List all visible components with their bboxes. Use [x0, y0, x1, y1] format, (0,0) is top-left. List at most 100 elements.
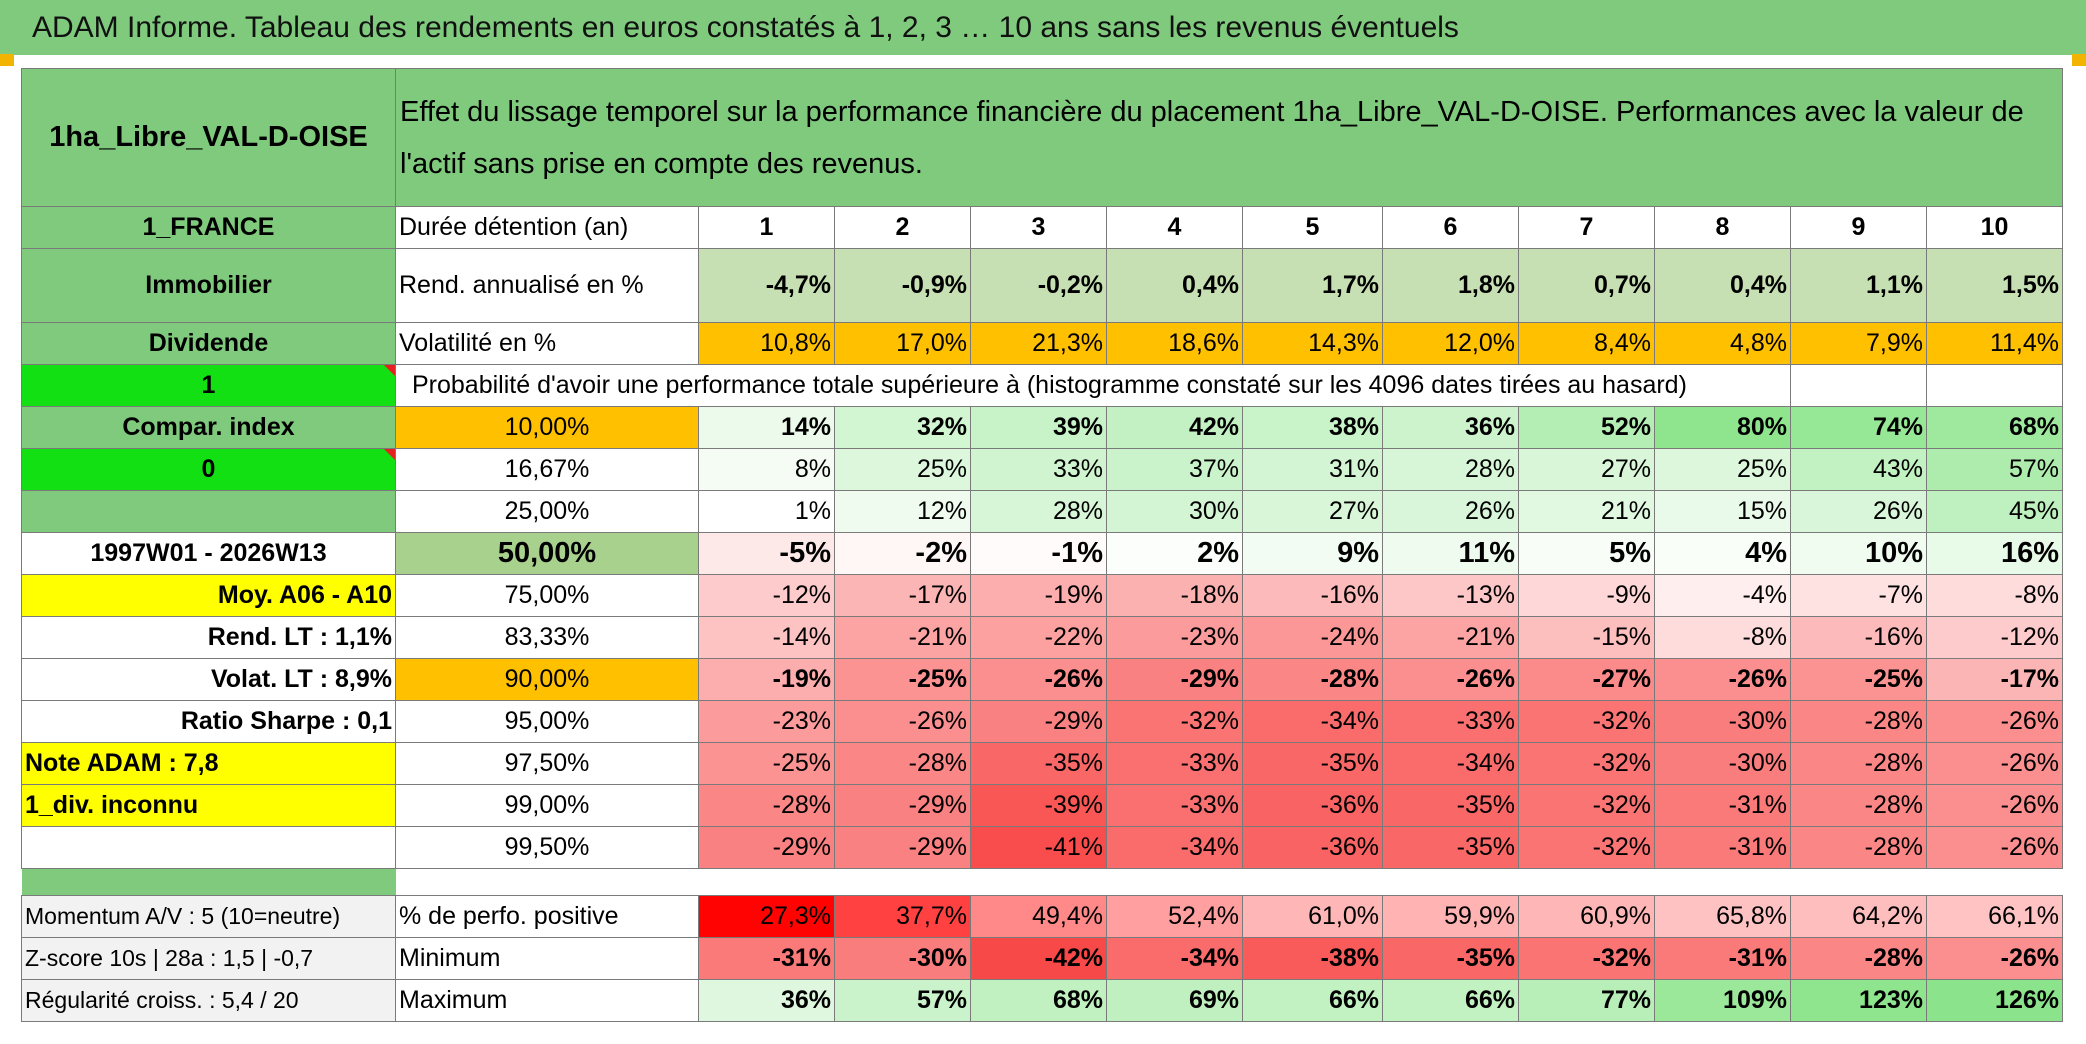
rend-cell: -0,9%: [834, 248, 971, 323]
quantile-cell: -7%: [1790, 574, 1927, 617]
quantile-cell: -28%: [1242, 658, 1383, 701]
quantile-cell: -13%: [1382, 574, 1519, 617]
quantile-cell: -9%: [1518, 574, 1655, 617]
quantile-cell: -26%: [1926, 742, 2063, 785]
quantile-label: 16,67%: [395, 448, 699, 491]
quantile-cell: -35%: [1382, 784, 1519, 827]
quantile-cell: -16%: [1790, 616, 1927, 659]
pct-pos-cell: 52,4%: [1106, 895, 1243, 938]
rend-cell: 1,5%: [1926, 248, 2063, 323]
empty-cell: [21, 826, 396, 869]
min-cell: -35%: [1382, 937, 1519, 980]
country-label: 1_FRANCE: [21, 206, 396, 249]
period-label: 1997W01 - 2026W13: [21, 532, 396, 575]
note-adam-label: Note ADAM : 7,8: [21, 742, 396, 785]
rend-cell: 0,4%: [1654, 248, 1791, 323]
max-cell: 68%: [970, 979, 1107, 1022]
quantile-cell: -32%: [1518, 742, 1655, 785]
quantile-label: 10,00%: [395, 406, 699, 449]
quantile-cell: 27%: [1242, 490, 1383, 533]
rend-cell: -4,7%: [698, 248, 835, 323]
quantile-cell: 16%: [1926, 532, 2063, 575]
min-cell: -38%: [1242, 937, 1383, 980]
quantile-cell: -19%: [970, 574, 1107, 617]
quantile-cell: -28%: [1790, 784, 1927, 827]
pct-pos-cell: 66,1%: [1926, 895, 2063, 938]
quantile-cell: -26%: [1926, 784, 2063, 827]
moy-label: Moy. A06 - A10: [21, 574, 396, 617]
separator-row: [396, 869, 2063, 896]
quantile-cell: 26%: [1790, 490, 1927, 533]
min-cell: -34%: [1106, 937, 1243, 980]
pct-pos-cell: 37,7%: [834, 895, 971, 938]
pct-pos-cell: 59,9%: [1382, 895, 1519, 938]
quantile-cell: -17%: [1926, 658, 2063, 701]
pct-pos-cell: 49,4%: [970, 895, 1107, 938]
quantile-cell: -32%: [1106, 700, 1243, 743]
quantile-cell: -14%: [698, 616, 835, 659]
volat-label: Volatilité en %: [395, 322, 699, 365]
quantile-cell: -36%: [1242, 784, 1383, 827]
quantile-cell: -28%: [834, 742, 971, 785]
min-cell: -32%: [1518, 937, 1655, 980]
quantile-cell: -24%: [1242, 616, 1383, 659]
quantile-cell: -30%: [1654, 700, 1791, 743]
div-unknown-label: 1_div. inconnu: [21, 784, 396, 827]
empty-cell: [1926, 364, 2063, 407]
dividend-label: Dividende: [21, 322, 396, 365]
quantile-label: 83,33%: [395, 616, 699, 659]
momentum-label: Momentum A/V : 5 (10=neutre): [21, 895, 396, 938]
flag-zero-cell[interactable]: 0: [21, 448, 396, 491]
quantile-cell: -35%: [1242, 742, 1383, 785]
volat-cell: 11,4%: [1926, 322, 2063, 365]
min-cell: -31%: [1654, 937, 1791, 980]
rend-cell: 0,4%: [1106, 248, 1243, 323]
min-cell: -30%: [834, 937, 971, 980]
quantile-cell: -12%: [698, 574, 835, 617]
quantile-cell: -29%: [834, 826, 971, 869]
max-cell: 66%: [1382, 979, 1519, 1022]
quantile-cell: -32%: [1518, 700, 1655, 743]
quantile-cell: -26%: [1654, 658, 1791, 701]
max-cell: 126%: [1926, 979, 2063, 1022]
quantile-cell: -4%: [1654, 574, 1791, 617]
pct-pos-cell: 60,9%: [1518, 895, 1655, 938]
max-cell: 109%: [1654, 979, 1791, 1022]
quantile-label: 75,00%: [395, 574, 699, 617]
report-title: ADAM Informe. Tableau des rendements en …: [0, 0, 2086, 55]
quantile-cell: -8%: [1926, 574, 2063, 617]
volat-cell: 7,9%: [1790, 322, 1927, 365]
flag-one-cell[interactable]: 1: [21, 364, 396, 407]
quantile-cell: -30%: [1654, 742, 1791, 785]
quantile-cell: -25%: [1790, 658, 1927, 701]
max-cell: 69%: [1106, 979, 1243, 1022]
quantile-cell: 68%: [1926, 406, 2063, 449]
quantile-cell: -31%: [1654, 826, 1791, 869]
quantile-cell: 30%: [1106, 490, 1243, 533]
quantile-cell: -41%: [970, 826, 1107, 869]
quantile-cell: 11%: [1382, 532, 1519, 575]
green-empty-cell: [21, 490, 396, 533]
quantile-cell: -34%: [1242, 700, 1383, 743]
quantile-cell: -26%: [1926, 826, 2063, 869]
quantile-label: 99,00%: [395, 784, 699, 827]
min-label: Minimum: [395, 937, 699, 980]
pct-pos-cell: 65,8%: [1654, 895, 1791, 938]
year-header: 3: [970, 206, 1107, 249]
quantile-cell: 32%: [834, 406, 971, 449]
quantile-cell: -28%: [698, 784, 835, 827]
compar-index-label: Compar. index: [21, 406, 396, 449]
quantile-cell: -35%: [970, 742, 1107, 785]
zscore-label: Z-score 10s | 28a : 1,5 | -0,7: [21, 937, 396, 980]
quantile-cell: -26%: [1926, 700, 2063, 743]
max-cell: 123%: [1790, 979, 1927, 1022]
description: Effet du lissage temporel sur la perform…: [395, 68, 2063, 207]
quantile-cell: -12%: [1926, 616, 2063, 659]
quantile-cell: 12%: [834, 490, 971, 533]
quantile-cell: -8%: [1654, 616, 1791, 659]
quantile-cell: -28%: [1790, 700, 1927, 743]
quantile-cell: 25%: [1654, 448, 1791, 491]
quantile-cell: -21%: [834, 616, 971, 659]
sharpe-label: Ratio Sharpe : 0,1: [21, 700, 396, 743]
quantile-cell: 2%: [1106, 532, 1243, 575]
